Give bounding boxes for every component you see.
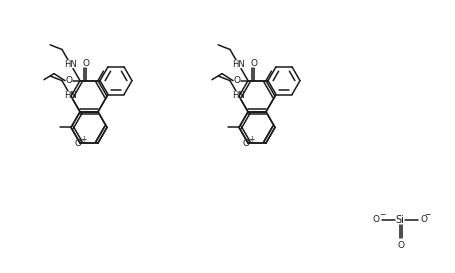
Text: −: − [378, 210, 384, 219]
Text: O: O [397, 241, 404, 250]
Text: HN: HN [232, 60, 244, 69]
Text: O: O [372, 215, 379, 224]
Text: O: O [242, 138, 249, 147]
Text: O: O [250, 59, 257, 68]
Text: Si: Si [394, 215, 404, 225]
Text: O: O [420, 215, 426, 224]
Text: O: O [74, 138, 81, 147]
Text: O: O [66, 76, 72, 85]
Text: −: − [423, 210, 429, 219]
Text: HN: HN [64, 91, 77, 100]
Text: +: + [248, 135, 254, 144]
Text: O: O [233, 76, 240, 85]
Text: HN: HN [232, 91, 244, 100]
Text: +: + [80, 135, 86, 144]
Text: O: O [82, 59, 89, 68]
Text: HN: HN [64, 60, 77, 69]
